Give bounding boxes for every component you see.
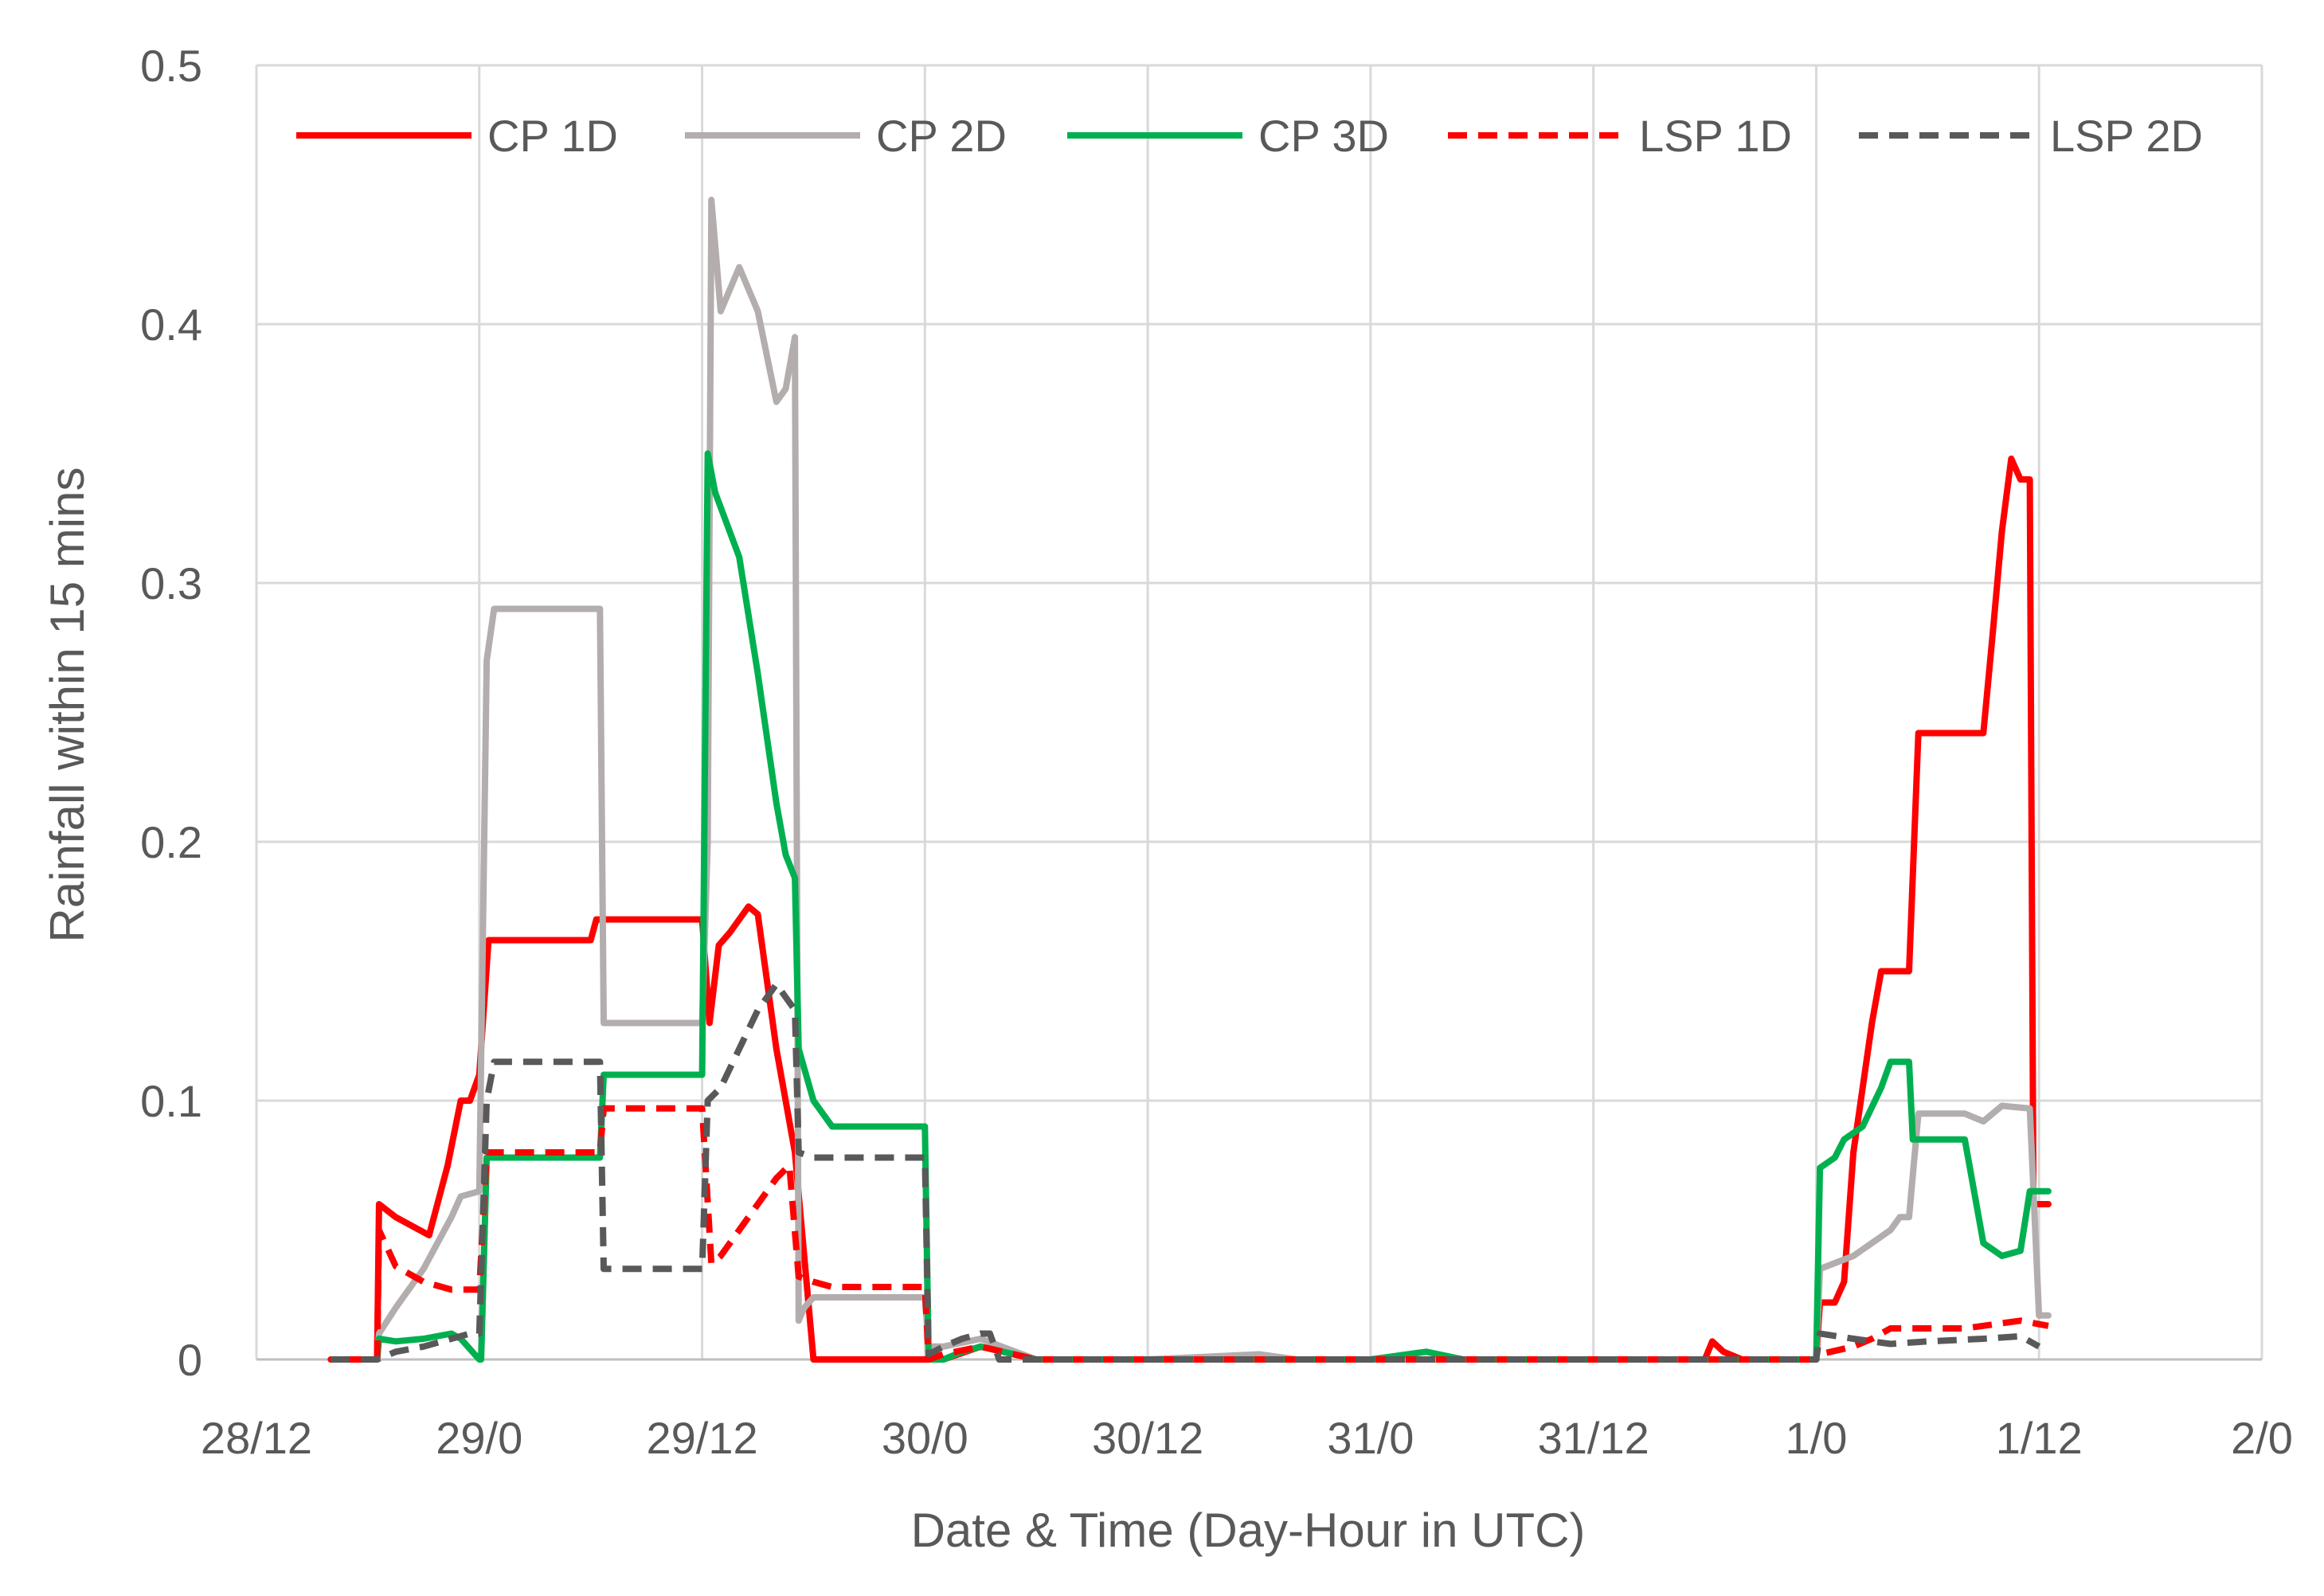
series-line-cp-3d xyxy=(374,450,2052,1363)
series-line-lsp-1d xyxy=(374,1105,2049,1363)
legend-label: LSP 2D xyxy=(2050,111,2203,161)
y-tick-label: 0.3 xyxy=(140,558,202,608)
x-tick-label: 2/0 xyxy=(2231,1413,2293,1463)
x-tick-label: 31/12 xyxy=(1538,1413,1649,1463)
x-tick-label: 31/0 xyxy=(1327,1413,1414,1463)
y-axis-ticks: 0 0.1 0.2 0.3 0.4 0.5 xyxy=(140,41,202,1385)
x-tick-label: 28/12 xyxy=(201,1413,312,1463)
y-tick-label: 0.1 xyxy=(140,1076,202,1126)
series-lines xyxy=(327,197,2052,1363)
legend-label: LSP 1D xyxy=(1639,111,1792,161)
legend-label: CP 1D xyxy=(487,111,618,161)
x-tick-label: 30/12 xyxy=(1092,1413,1203,1463)
series-line-lsp-2d xyxy=(331,980,2041,1363)
series-line-cp-2d xyxy=(374,197,2052,1363)
legend-label: CP 2D xyxy=(876,111,1007,161)
y-tick-label: 0.5 xyxy=(140,41,202,91)
y-axis-title: Rainfall within 15 mins xyxy=(41,467,94,943)
y-tick-label: 0.4 xyxy=(140,299,202,350)
x-axis-title: Date & Time (Day-Hour in UTC) xyxy=(911,1504,1586,1557)
legend: CP 1D CP 2D CP 3D LSP 1D LSP 2D xyxy=(296,111,2203,161)
y-tick-label: 0 xyxy=(178,1335,202,1385)
x-tick-label: 29/0 xyxy=(436,1413,522,1463)
x-tick-label: 29/12 xyxy=(646,1413,757,1463)
x-tick-label: 1/0 xyxy=(1786,1413,1848,1463)
series-line-cp-1d xyxy=(327,456,2052,1363)
y-tick-label: 0.2 xyxy=(140,817,202,867)
x-tick-label: 1/12 xyxy=(1996,1413,2083,1463)
x-tick-label: 30/0 xyxy=(882,1413,968,1463)
x-axis-ticks: 28/12 29/0 29/12 30/0 30/12 31/0 31/12 1/0 1/12 2… xyxy=(201,1413,2293,1463)
grid-lines xyxy=(255,64,2263,1361)
legend-label: CP 3D xyxy=(1258,111,1389,161)
